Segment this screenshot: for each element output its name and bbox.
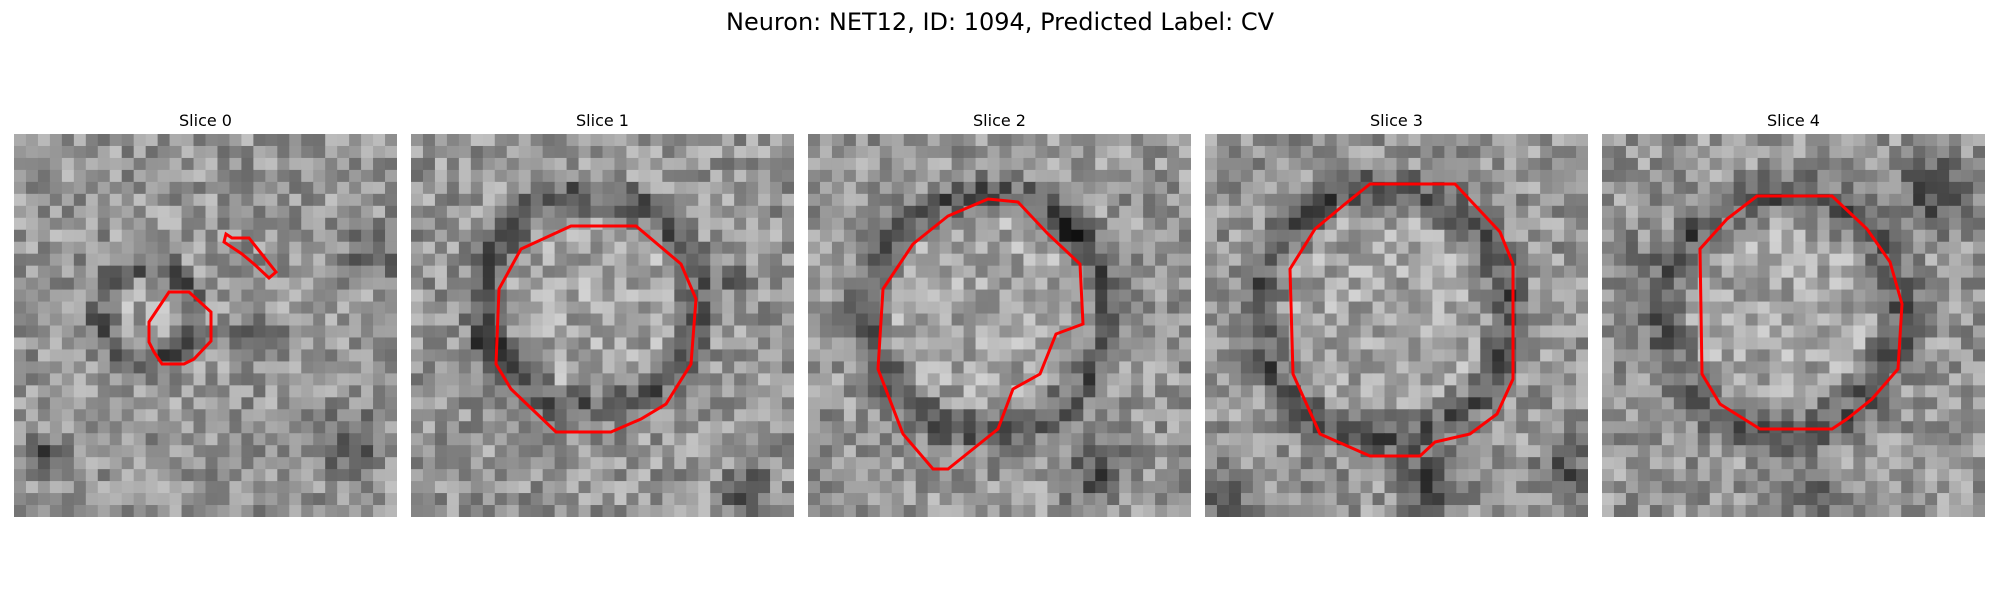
slice-panel-0: Slice 0 xyxy=(14,110,397,517)
contour-outline xyxy=(222,231,279,281)
slice-panel-1: Slice 1 xyxy=(411,110,794,517)
slice-title: Slice 3 xyxy=(1370,111,1423,130)
slice-image xyxy=(14,134,397,517)
contour-outline xyxy=(876,197,1085,471)
slice-panel-3: Slice 3 xyxy=(1205,110,1588,517)
slice-panel-2: Slice 2 xyxy=(808,110,1191,517)
contour-outline xyxy=(1698,194,1904,431)
slice-panel-4: Slice 4 xyxy=(1602,110,1985,517)
slice-image xyxy=(1602,134,1985,517)
contour-outline xyxy=(1288,182,1515,458)
slice-image xyxy=(411,134,794,517)
contour-outline xyxy=(494,224,698,434)
contour-outline xyxy=(147,290,213,366)
slice-image xyxy=(1205,134,1588,517)
slice-title: Slice 4 xyxy=(1767,111,1820,130)
slice-title: Slice 1 xyxy=(576,111,629,130)
slice-image xyxy=(808,134,1191,517)
slice-title: Slice 0 xyxy=(179,111,232,130)
figure-title: Neuron: NET12, ID: 1094, Predicted Label… xyxy=(726,8,1274,36)
slice-title: Slice 2 xyxy=(973,111,1026,130)
